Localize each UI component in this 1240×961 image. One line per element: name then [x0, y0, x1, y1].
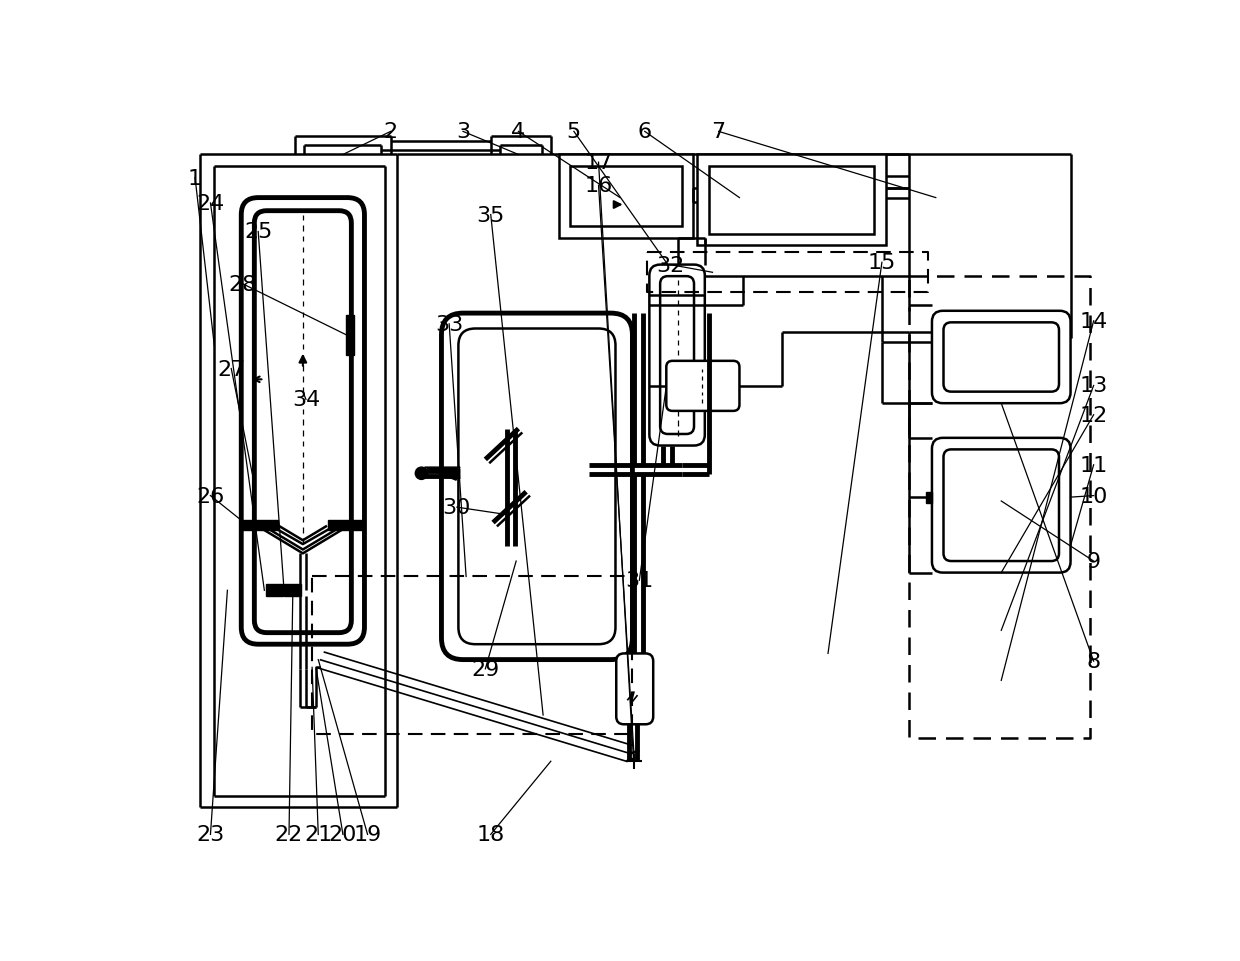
Text: 26: 26 [196, 486, 224, 506]
Text: 27: 27 [217, 359, 246, 380]
Text: 6: 6 [637, 122, 652, 142]
Text: 30: 30 [443, 498, 471, 518]
Text: 21: 21 [304, 825, 332, 845]
Text: 35: 35 [476, 206, 505, 225]
Text: 8: 8 [1086, 652, 1101, 672]
Text: 14: 14 [1080, 311, 1107, 332]
Bar [265, 584, 283, 597]
FancyBboxPatch shape [932, 438, 1070, 573]
FancyBboxPatch shape [441, 314, 632, 660]
FancyBboxPatch shape [666, 361, 739, 411]
Text: 28: 28 [228, 275, 257, 294]
Text: 2: 2 [383, 122, 398, 142]
Text: 20: 20 [329, 825, 357, 845]
Bar [242, 521, 278, 530]
Text: 19: 19 [353, 825, 382, 845]
FancyBboxPatch shape [932, 311, 1070, 404]
Text: 22: 22 [275, 825, 303, 845]
Bar [558, 156, 693, 238]
Text: 23: 23 [196, 825, 224, 845]
Text: 25: 25 [244, 222, 273, 242]
Text: 4: 4 [511, 122, 526, 142]
FancyBboxPatch shape [242, 198, 365, 645]
Text: 16: 16 [584, 176, 613, 196]
Circle shape [415, 468, 428, 480]
FancyBboxPatch shape [254, 211, 351, 633]
FancyBboxPatch shape [459, 330, 615, 645]
Text: 13: 13 [1080, 376, 1107, 396]
Text: 18: 18 [476, 825, 505, 845]
FancyBboxPatch shape [616, 653, 653, 725]
Text: 7: 7 [712, 122, 725, 142]
Bar [284, 584, 300, 597]
Text: 9: 9 [1086, 552, 1101, 572]
Text: 29: 29 [471, 659, 500, 679]
Text: 17: 17 [584, 153, 613, 173]
Bar [570, 167, 682, 227]
Text: 33: 33 [435, 314, 464, 334]
Text: 34: 34 [291, 390, 320, 410]
Text: 10: 10 [1080, 486, 1107, 506]
Text: 15: 15 [868, 253, 897, 273]
FancyBboxPatch shape [944, 450, 1059, 561]
Polygon shape [424, 468, 460, 480]
Text: 3: 3 [456, 122, 470, 142]
FancyBboxPatch shape [944, 323, 1059, 392]
Text: 11: 11 [1080, 456, 1107, 476]
Bar [327, 521, 365, 530]
Bar [926, 492, 932, 503]
Text: 12: 12 [1080, 406, 1107, 426]
FancyBboxPatch shape [660, 277, 694, 434]
Text: 24: 24 [196, 194, 224, 213]
Bar [346, 315, 355, 356]
Text: 5: 5 [567, 122, 582, 142]
FancyBboxPatch shape [650, 265, 704, 446]
Text: 32: 32 [656, 256, 684, 275]
Text: 31: 31 [625, 571, 653, 591]
Bar [708, 167, 874, 234]
Bar [697, 156, 885, 246]
Text: 1: 1 [188, 168, 202, 188]
